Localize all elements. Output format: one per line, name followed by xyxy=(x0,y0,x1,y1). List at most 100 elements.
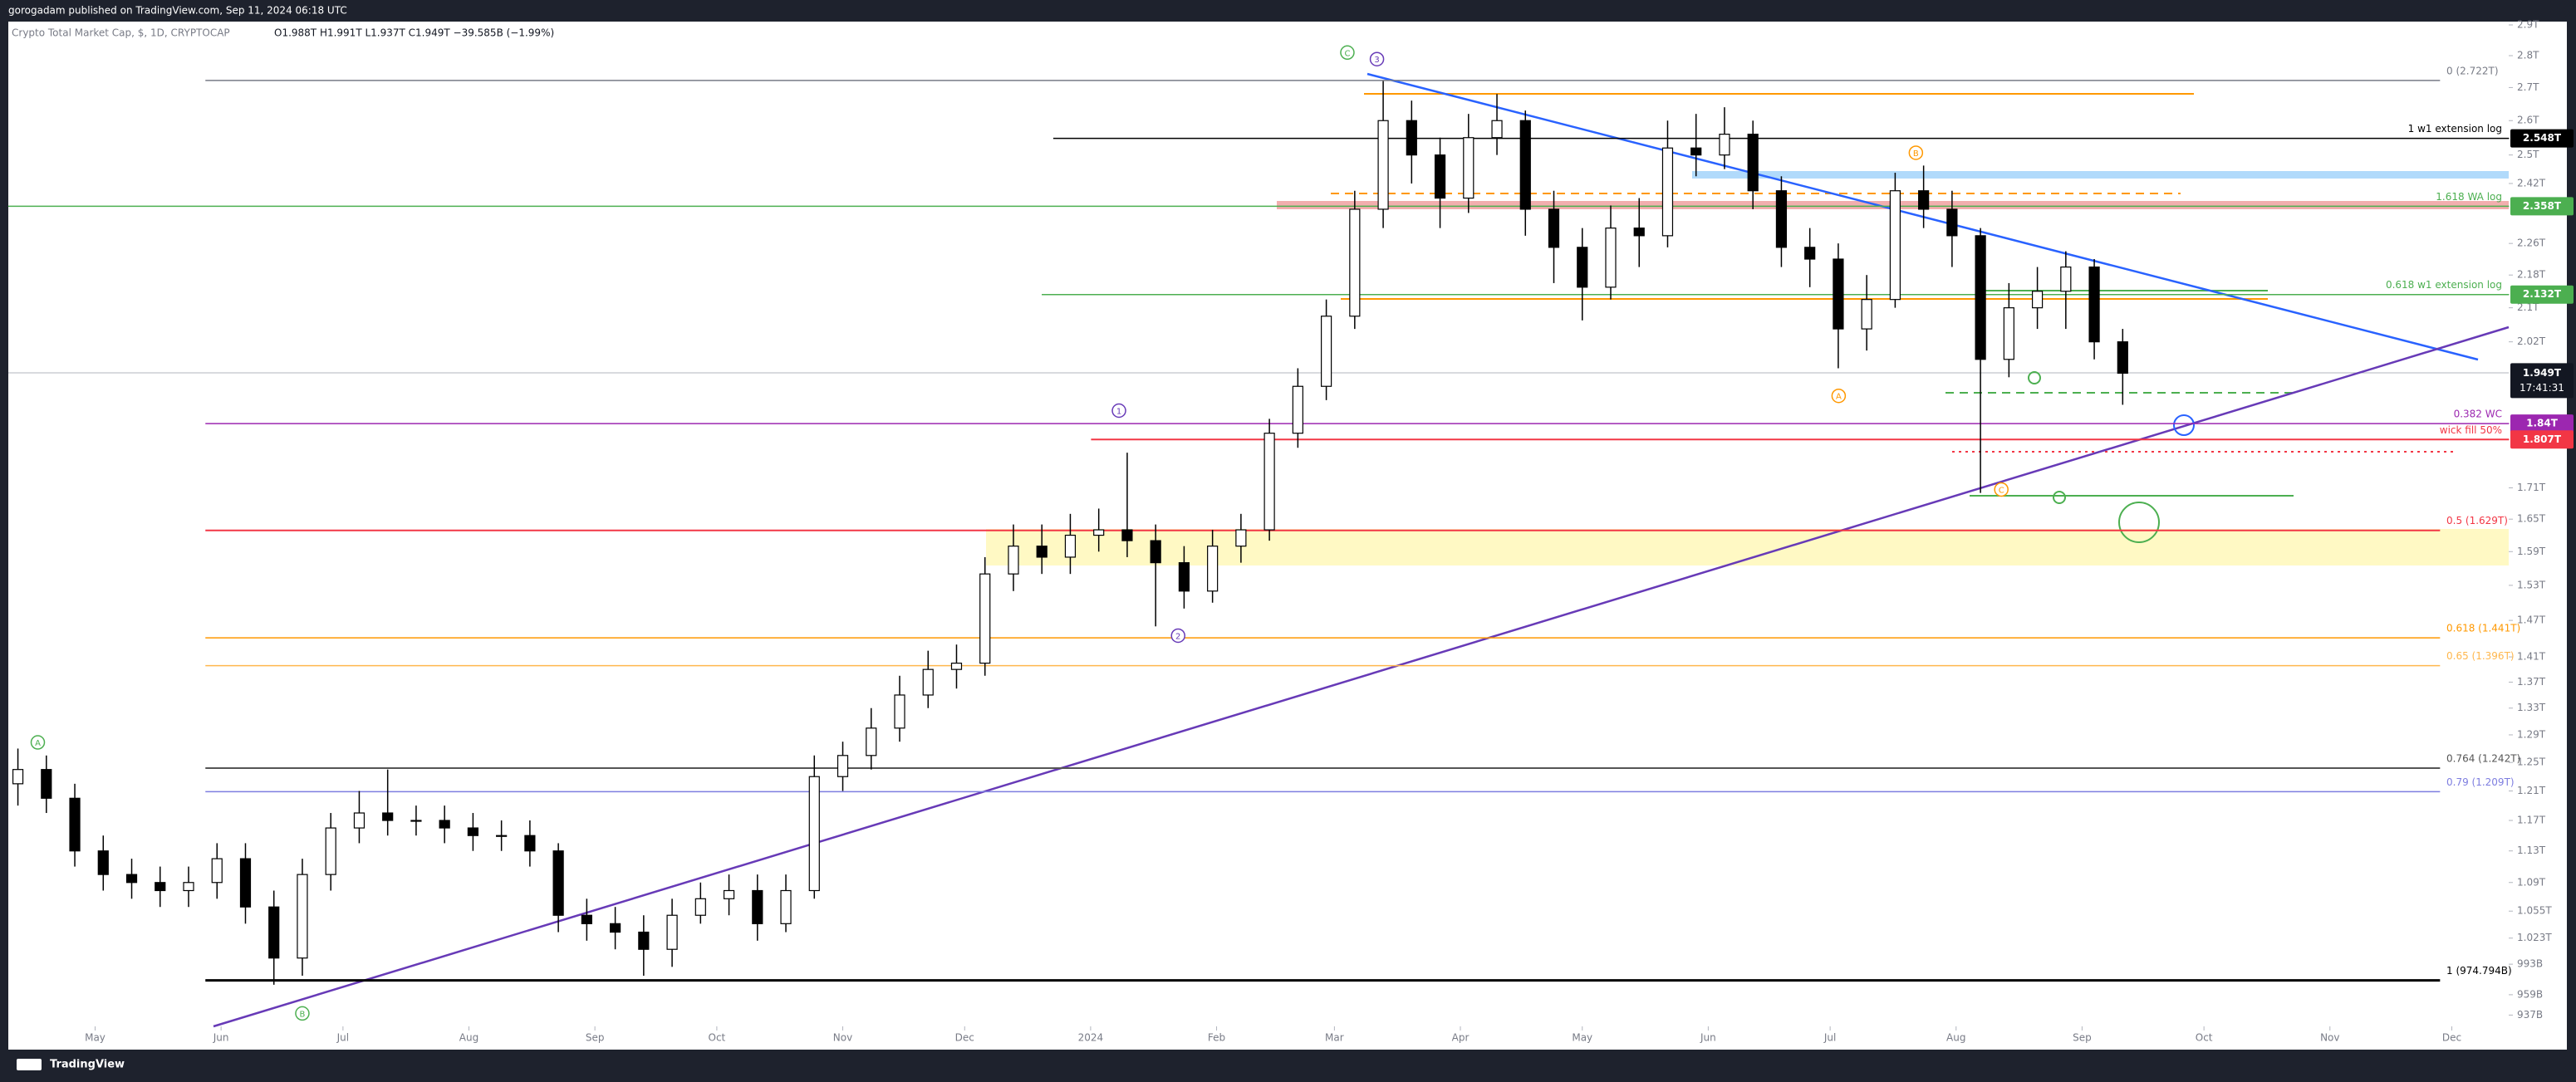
candle-body xyxy=(1747,134,1759,192)
price-badge xyxy=(2510,197,2574,216)
wave-circle xyxy=(295,1006,310,1021)
trend-line xyxy=(213,326,2510,1028)
candle-body xyxy=(808,776,820,892)
candle-body xyxy=(894,694,905,729)
price-badge xyxy=(2510,430,2574,449)
candle-body xyxy=(1804,247,1816,260)
x-tick-label: Mar xyxy=(1325,1032,1344,1044)
candle-body xyxy=(496,835,508,837)
candle-body xyxy=(666,914,678,950)
level-label: 0.618 w1 extension log xyxy=(2386,279,2502,291)
level-label: 0.65 (1.396T) xyxy=(2446,650,2515,662)
y-tick-label: 937B xyxy=(2517,1009,2543,1021)
y-tick-label: 2.9T xyxy=(2517,18,2539,30)
candle-body xyxy=(1661,147,1674,237)
y-tick-label: 1.37T xyxy=(2517,676,2546,688)
price-badge-label: 2.358T xyxy=(2523,200,2562,212)
candle-body xyxy=(1406,120,1417,156)
chart-title: Crypto Total Market Cap, $, 1D, CRYPTOCA… xyxy=(12,27,230,39)
x-tick-label: Nov xyxy=(2320,1032,2339,1044)
candle-body xyxy=(1008,546,1019,575)
x-tick-label: Jun xyxy=(213,1032,229,1044)
candle-body xyxy=(2088,266,2100,343)
wave-circle xyxy=(1111,403,1126,419)
candle-body xyxy=(1150,540,1161,564)
candle-body xyxy=(467,827,479,836)
candle-body xyxy=(2003,307,2014,360)
y-tick-label: 1.33T xyxy=(2517,702,2546,713)
candle-body xyxy=(1519,120,1531,210)
wave-label: C xyxy=(1344,49,1350,58)
y-tick-label: 2.8T xyxy=(2517,50,2539,61)
wave-circle xyxy=(1340,45,1355,61)
wave-label: B xyxy=(1913,149,1919,159)
level-label: 1 (974.794B) xyxy=(2446,965,2512,977)
y-tick-label: 1.53T xyxy=(2517,579,2546,590)
y-tick-label: 2.5T xyxy=(2517,149,2539,160)
candle-body xyxy=(694,898,706,916)
candle-body xyxy=(382,812,394,821)
candle-body xyxy=(1064,534,1077,558)
candle-body xyxy=(1605,228,1617,288)
y-tick-label: 1.13T xyxy=(2517,845,2546,856)
y-tick-label: 2.26T xyxy=(2517,237,2546,249)
x-tick-label: Nov xyxy=(833,1032,852,1044)
candle-body xyxy=(922,668,934,696)
candle-body xyxy=(1434,154,1446,199)
candle-body xyxy=(125,874,138,884)
x-tick-label: Dec xyxy=(2442,1032,2461,1044)
candle-body xyxy=(1491,120,1503,139)
x-tick-label: Oct xyxy=(2196,1032,2213,1044)
candle-body xyxy=(2060,266,2072,292)
wave-circle xyxy=(30,735,46,750)
candle-body xyxy=(12,769,24,785)
y-tick-label: 1.17T xyxy=(2517,815,2546,826)
candle-body xyxy=(866,727,877,756)
current-price-label: 1.949T xyxy=(2523,367,2562,379)
candle-body xyxy=(1918,190,1930,210)
candle-body xyxy=(723,889,735,899)
candle-body xyxy=(97,850,109,875)
candle-body xyxy=(1036,546,1048,558)
candle-body xyxy=(69,797,81,852)
x-tick-label: Jul xyxy=(1823,1032,1836,1044)
wave-label: A xyxy=(1836,393,1842,402)
candle-body xyxy=(183,882,194,892)
candle-body xyxy=(837,755,849,777)
candle-body xyxy=(353,812,366,829)
candle-body xyxy=(581,914,592,924)
target-circle xyxy=(2053,491,2066,504)
y-tick-label: 1.09T xyxy=(2517,876,2546,888)
x-tick-label: Aug xyxy=(1946,1032,1965,1044)
wave-circle xyxy=(1831,388,1847,404)
y-tick-label: 2.7T xyxy=(2517,81,2539,93)
y-tick-label: 2.42T xyxy=(2517,177,2546,188)
ohlc-legend: O1.988T H1.991T L1.937T C1.949T −39.585B… xyxy=(274,27,554,39)
y-tick-label: 1.055T xyxy=(2517,905,2552,917)
price-badge-label: 2.132T xyxy=(2523,288,2562,300)
candle-body xyxy=(1292,385,1303,434)
candle-body xyxy=(1633,228,1645,237)
candle-body xyxy=(325,827,336,875)
candle-body xyxy=(638,931,650,950)
candle-body xyxy=(1548,208,1560,248)
target-circle xyxy=(2173,414,2195,436)
price-badge xyxy=(2510,285,2574,304)
candle-body xyxy=(1093,529,1105,536)
candle-body xyxy=(979,573,991,664)
y-tick-label: 1.41T xyxy=(2517,651,2546,663)
candle-body xyxy=(1889,190,1901,301)
wave-label: 2 xyxy=(1175,632,1180,641)
price-badge xyxy=(2510,414,2574,433)
candle-body xyxy=(1861,299,1872,330)
wave-circle xyxy=(1994,482,2009,497)
x-tick-label: 2024 xyxy=(1078,1032,1104,1044)
price-badge xyxy=(2510,129,2574,148)
candle-body xyxy=(439,820,450,829)
wave-label: 1 xyxy=(1116,408,1121,417)
price-badge-label: 2.548T xyxy=(2523,132,2562,144)
candle-body xyxy=(1320,316,1332,387)
y-tick-label: 1.71T xyxy=(2517,482,2546,493)
x-tick-label: Oct xyxy=(709,1032,726,1044)
